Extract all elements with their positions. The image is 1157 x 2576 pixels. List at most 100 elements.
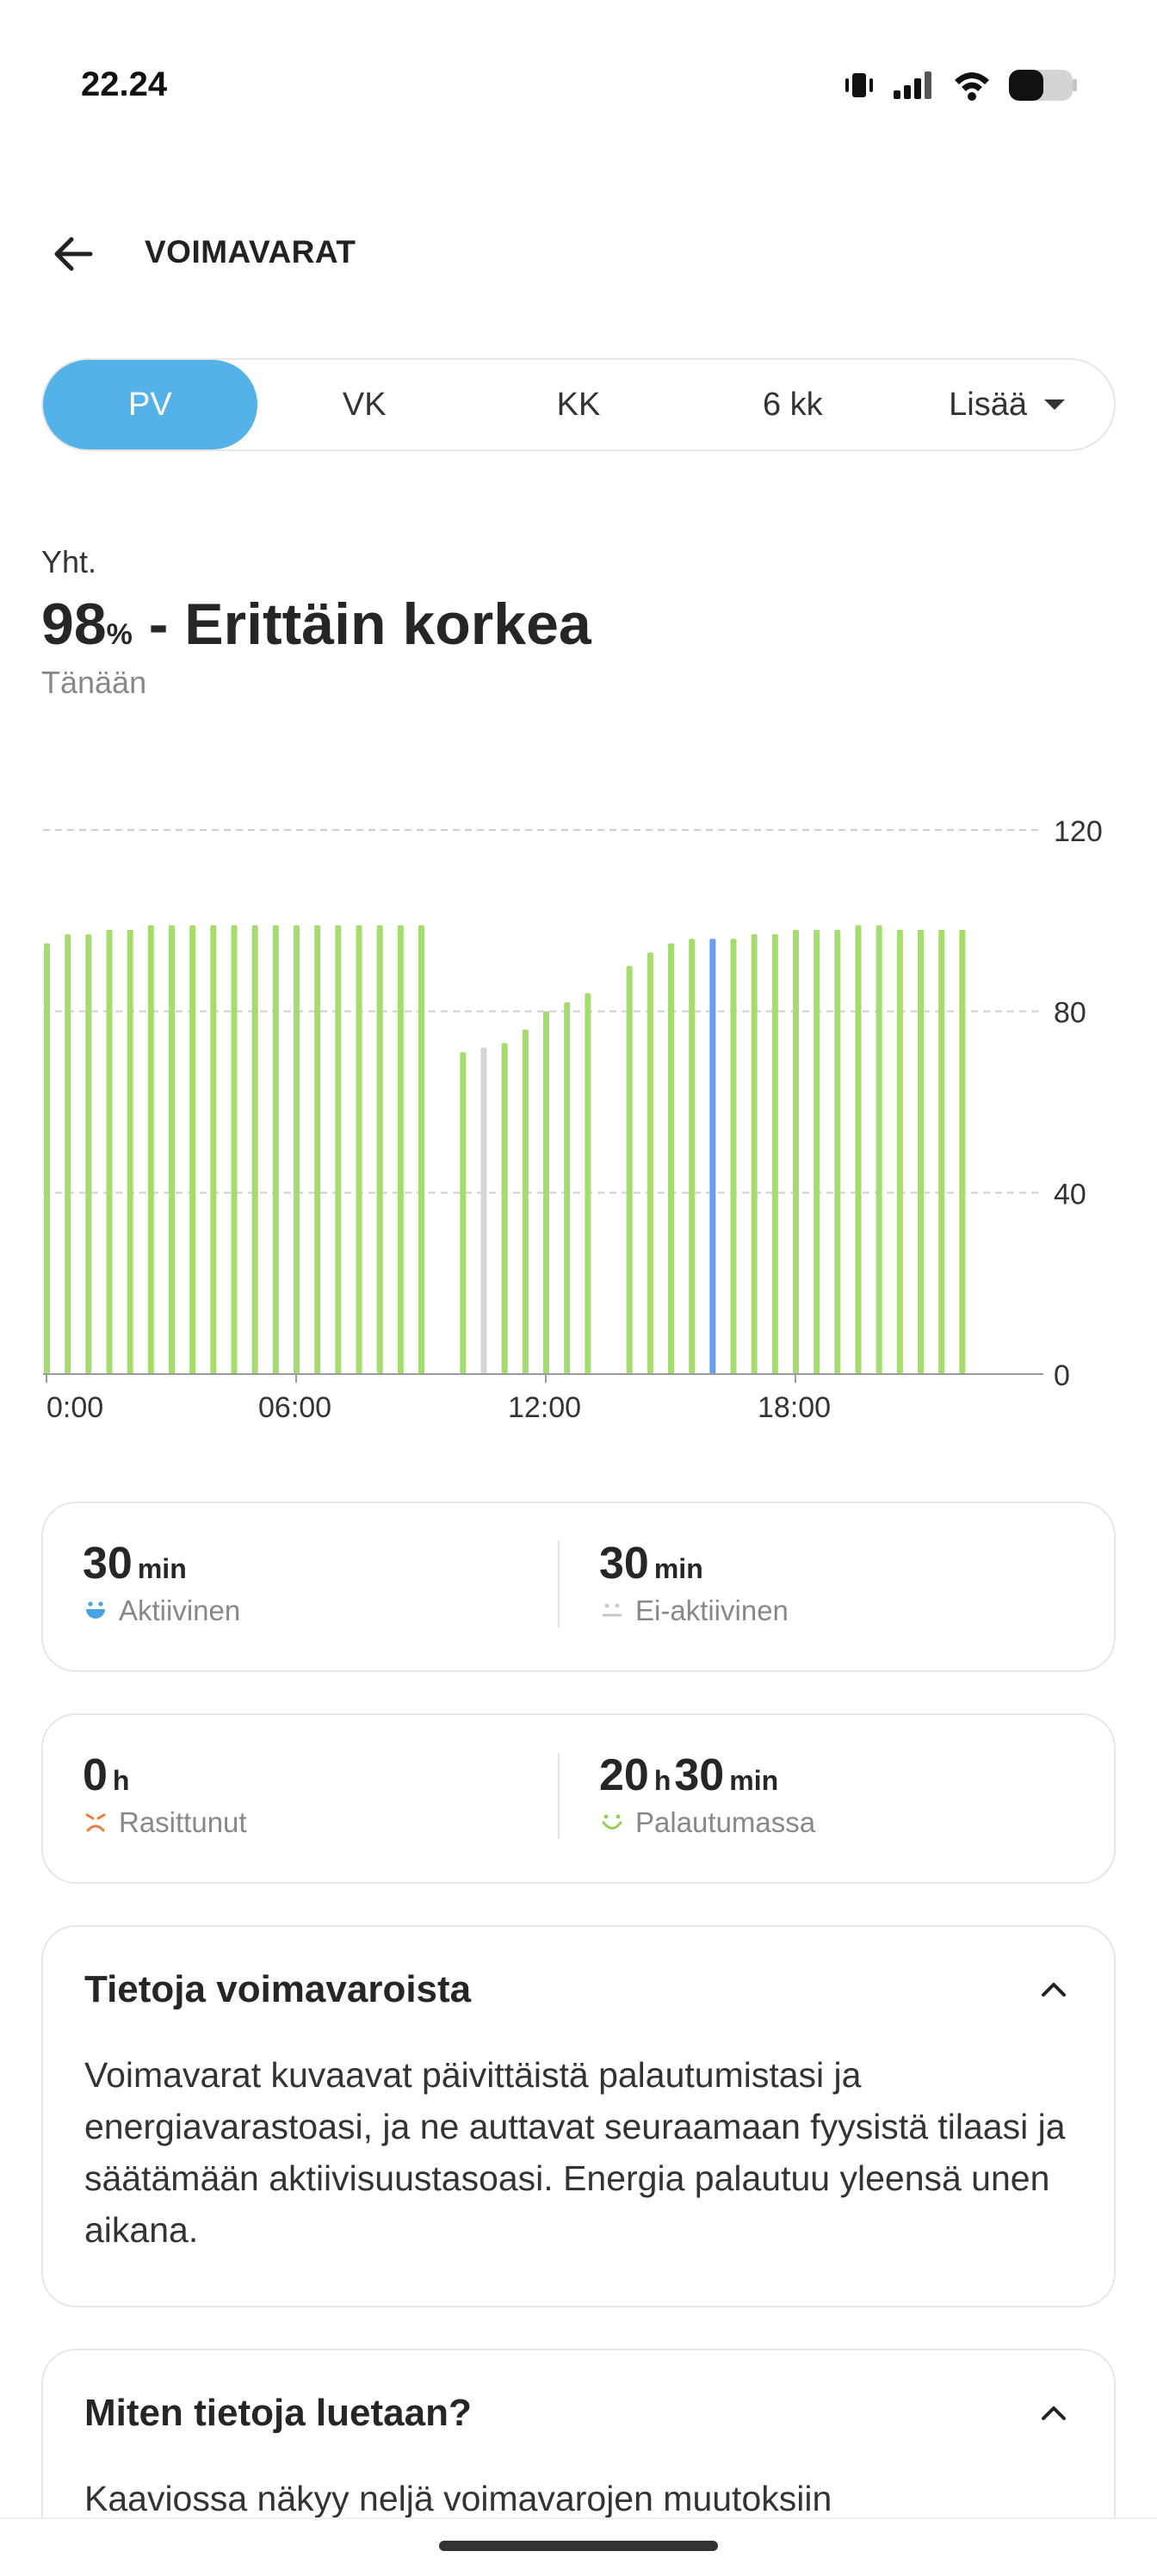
info-card-about-header[interactable]: Tietoja voimavaroista: [84, 1968, 1073, 2011]
stat-active-unit: min: [137, 1553, 187, 1584]
tab-more[interactable]: Lisää: [900, 360, 1114, 449]
chart-bar: [376, 925, 383, 1374]
chart-bar: [356, 925, 362, 1374]
caret-down-icon: [1044, 399, 1065, 410]
y-tick-label: 40: [1054, 1178, 1086, 1211]
chart-bar: [918, 929, 924, 1374]
x-tick-label: 12:00: [508, 1391, 581, 1424]
chart-bar: [460, 1052, 467, 1374]
stat-recovering-hours: 20: [599, 1750, 649, 1800]
stat-active-label: Aktiivinen: [119, 1595, 241, 1626]
stat-inactive-label: Ei-aktiivinen: [635, 1595, 789, 1626]
stat-recovering-minutes-unit: min: [729, 1765, 779, 1796]
chart-bar: [314, 925, 321, 1374]
arrow-left-icon: [54, 237, 93, 271]
battery-icon: [1009, 70, 1077, 101]
chevron-up-icon[interactable]: [1035, 2394, 1073, 2432]
stat-active-value: 30: [83, 1539, 133, 1588]
chart-bar: [959, 929, 966, 1374]
wifi-icon: [955, 72, 989, 101]
home-indicator[interactable]: [439, 2541, 718, 2551]
summary: Yht. 98% - Erittäin korkea Tänään: [41, 544, 591, 701]
y-tick-label: 0: [1054, 1359, 1070, 1392]
stat-divider: [558, 1541, 560, 1627]
page-title: VOIMAVARAT: [145, 234, 356, 269]
chart-bar: [626, 966, 633, 1374]
info-about-text: Voimavarat kuvaavat päivittäistä palautu…: [84, 2055, 1066, 2250]
chart-bar: [585, 993, 591, 1374]
back-button[interactable]: [43, 224, 103, 284]
tab-more-label: Lisää: [949, 386, 1027, 423]
period-tabs: PV VK KK 6 kk Lisää: [41, 358, 1116, 451]
stat-inactive-value: 30: [599, 1539, 649, 1588]
chart-bar: [418, 925, 424, 1374]
info-howto-title: Miten tietoja luetaan?: [84, 2392, 472, 2434]
chart-bar: [771, 934, 778, 1374]
summary-unit: %: [106, 618, 133, 651]
chart-bar: [896, 929, 903, 1374]
active-face-icon: [86, 1601, 105, 1619]
chart-bar: [689, 938, 696, 1374]
tab-week[interactable]: VK: [342, 386, 387, 423]
chart-bar: [564, 1002, 571, 1374]
info-howto-text: Kaaviossa näkyy neljä voimavarojen muuto…: [84, 2479, 832, 2518]
chart-bar: [480, 1047, 487, 1374]
chart-bar: [647, 952, 653, 1374]
y-tick-label: 120: [1054, 815, 1103, 848]
resources-chart[interactable]: 120 80 40 0 0:00 06:00 12:00 18:00: [0, 792, 1157, 1446]
chart-bar: [814, 929, 820, 1374]
chart-bar: [65, 934, 71, 1374]
stat-recovering-minutes: 30: [674, 1750, 725, 1800]
chart-bar: [106, 929, 113, 1374]
stat-stressed-unit: h: [112, 1765, 130, 1796]
chart-bar: [169, 925, 175, 1374]
summary-value: 98: [41, 591, 107, 657]
chart-bar: [231, 925, 238, 1374]
chart-bar: [751, 934, 758, 1374]
stat-recovering-label: Palautumassa: [635, 1806, 816, 1838]
y-tick-label: 80: [1054, 997, 1086, 1030]
chart-bar: [855, 925, 862, 1374]
stats-card-activity: 30 min Aktiivinen 30 min Ei-aktiivinen: [41, 1502, 1116, 1672]
chart-bar: [294, 925, 300, 1374]
stat-inactive-unit: min: [653, 1553, 703, 1584]
chart-bar: [189, 925, 196, 1374]
chart-bar: [397, 925, 404, 1374]
stat-recovering-hours-unit: h: [653, 1765, 671, 1796]
stat-recovering: 20 h30 min Palautumassa: [599, 1749, 815, 1839]
stressed-face-icon: [85, 1813, 106, 1832]
recovering-face-icon: [602, 1814, 622, 1830]
chart-bar: [251, 925, 258, 1374]
tab-6-months[interactable]: 6 kk: [762, 386, 823, 423]
chevron-up-icon[interactable]: [1035, 1971, 1073, 2009]
summary-label: Yht.: [41, 544, 97, 579]
x-tick-label: 0:00: [46, 1391, 103, 1424]
stat-divider: [558, 1753, 560, 1839]
chart-bar: [668, 943, 674, 1374]
chart-svg[interactable]: 120 80 40 0 0:00 06:00 12:00 18:00: [0, 792, 1157, 1446]
summary-value-line: 98% - Erittäin korkea: [41, 591, 591, 658]
chart-bar: [834, 929, 841, 1374]
stat-active: 30 min Aktiivinen: [83, 1538, 240, 1627]
info-card-about: Tietoja voimavaroista Voimavarat kuvaava…: [41, 1925, 1116, 2307]
signal-icon: [894, 71, 931, 99]
status-bar: 22.24: [0, 0, 1157, 164]
summary-period: Tänään: [41, 665, 147, 700]
x-tick-label: 18:00: [758, 1391, 831, 1424]
info-about-title: Tietoja voimavaroista: [84, 1968, 472, 2010]
chart-bar: [543, 1011, 549, 1374]
chart-bar: [709, 938, 716, 1374]
summary-level: - Erittäin korkea: [132, 591, 591, 657]
info-card-howto-header[interactable]: Miten tietoja luetaan?: [84, 2392, 1073, 2435]
status-icons: [842, 65, 1078, 105]
tab-day[interactable]: PV: [43, 360, 257, 449]
chart-bar: [501, 1043, 508, 1374]
chart-bar: [85, 934, 92, 1374]
x-tick-label: 06:00: [258, 1391, 331, 1424]
tab-month[interactable]: KK: [556, 386, 601, 423]
chart-bar: [127, 929, 133, 1374]
chart-bar: [147, 925, 154, 1374]
app-header: VOIMAVARAT: [0, 215, 1157, 293]
